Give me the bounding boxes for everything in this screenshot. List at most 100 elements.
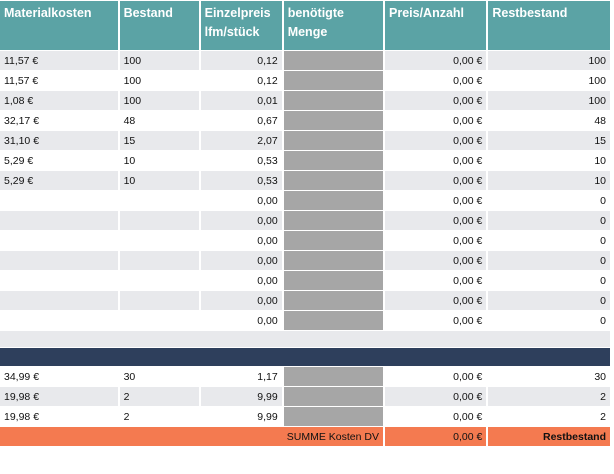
cell-einzelpreis[interactable]: 0,00 <box>200 271 282 290</box>
cell-einzelpreis[interactable]: 0,00 <box>200 291 282 310</box>
header-benoetigte-menge[interactable]: benötigte Menge <box>283 1 383 50</box>
cell-restbestand[interactable]: 2 <box>488 407 610 426</box>
cell-restbestand[interactable]: 15 <box>488 131 610 150</box>
cell-benoetigte-menge[interactable] <box>283 131 383 150</box>
cell-restbestand[interactable]: 2 <box>488 387 610 406</box>
cell-einzelpreis[interactable]: 0,00 <box>200 231 282 250</box>
cell-materialkosten[interactable]: 34,99 € <box>0 367 118 386</box>
cell-materialkosten[interactable]: 32,17 € <box>0 111 118 130</box>
cell-bestand[interactable]: 10 <box>119 151 199 170</box>
cell-bestand[interactable]: 100 <box>119 91 199 110</box>
cell-preis-anzahl[interactable]: 0,00 € <box>385 191 487 210</box>
cell-restbestand[interactable]: 100 <box>488 71 610 90</box>
cell-einzelpreis[interactable]: 9,99 <box>200 407 282 426</box>
cell-materialkosten[interactable] <box>0 231 118 250</box>
cell-benoetigte-menge[interactable] <box>283 211 383 230</box>
cell-restbestand[interactable]: 0 <box>488 191 610 210</box>
cell-preis-anzahl[interactable]: 0,00 € <box>385 271 487 290</box>
cell-einzelpreis[interactable]: 0,53 <box>200 171 282 190</box>
cell-materialkosten[interactable] <box>0 251 118 270</box>
total-label[interactable]: SUMME Kosten DV <box>0 427 383 446</box>
cell-einzelpreis[interactable]: 0,12 <box>200 51 282 70</box>
cell-bestand[interactable]: 100 <box>119 71 199 90</box>
cell-bestand[interactable]: 10 <box>119 171 199 190</box>
cell-bestand[interactable] <box>119 191 199 210</box>
cell-benoetigte-menge[interactable] <box>283 151 383 170</box>
cell-einzelpreis[interactable]: 1,17 <box>200 367 282 386</box>
cell-materialkosten[interactable]: 19,98 € <box>0 407 118 426</box>
cell-benoetigte-menge[interactable] <box>283 171 383 190</box>
cell-preis-anzahl[interactable]: 0,00 € <box>385 51 487 70</box>
cell-benoetigte-menge[interactable] <box>283 251 383 270</box>
cell-bestand[interactable]: 15 <box>119 131 199 150</box>
cell-benoetigte-menge[interactable] <box>283 367 383 386</box>
header-einzelpreis[interactable]: Einzelpreis lfm/stück <box>200 1 282 50</box>
cell-benoetigte-menge[interactable] <box>283 407 383 426</box>
header-preis-anzahl[interactable]: Preis/Anzahl <box>385 1 487 50</box>
cell-preis-anzahl[interactable]: 0,00 € <box>385 367 487 386</box>
cell-bestand[interactable]: 48 <box>119 111 199 130</box>
cell-einzelpreis[interactable]: 0,00 <box>200 251 282 270</box>
cell-preis-anzahl[interactable]: 0,00 € <box>385 111 487 130</box>
cell-restbestand[interactable]: 30 <box>488 367 610 386</box>
cell-preis-anzahl[interactable]: 0,00 € <box>385 211 487 230</box>
cell-preis-anzahl[interactable]: 0,00 € <box>385 311 487 330</box>
cell-preis-anzahl[interactable]: 0,00 € <box>385 387 487 406</box>
cell-einzelpreis[interactable]: 0,00 <box>200 191 282 210</box>
cell-materialkosten[interactable] <box>0 311 118 330</box>
spacer-cell[interactable] <box>0 331 610 347</box>
cell-preis-anzahl[interactable]: 0,00 € <box>385 407 487 426</box>
cell-bestand[interactable]: 2 <box>119 387 199 406</box>
cell-preis-anzahl[interactable]: 0,00 € <box>385 291 487 310</box>
cell-bestand[interactable]: 2 <box>119 407 199 426</box>
total-restbestand-label[interactable]: Restbestand <box>488 427 610 446</box>
cell-einzelpreis[interactable]: 0,00 <box>200 311 282 330</box>
cell-restbestand[interactable]: 10 <box>488 171 610 190</box>
total-value[interactable]: 0,00 € <box>385 427 487 446</box>
cell-einzelpreis[interactable]: 9,99 <box>200 387 282 406</box>
cell-restbestand[interactable]: 0 <box>488 311 610 330</box>
cell-restbestand[interactable]: 10 <box>488 151 610 170</box>
cell-materialkosten[interactable]: 19,98 € <box>0 387 118 406</box>
cell-benoetigte-menge[interactable] <box>283 191 383 210</box>
cell-materialkosten[interactable]: 1,08 € <box>0 91 118 110</box>
header-bestand[interactable]: Bestand <box>119 1 199 50</box>
cell-restbestand[interactable]: 0 <box>488 291 610 310</box>
cell-restbestand[interactable]: 0 <box>488 211 610 230</box>
cell-restbestand[interactable]: 0 <box>488 251 610 270</box>
cell-preis-anzahl[interactable]: 0,00 € <box>385 231 487 250</box>
cell-bestand[interactable]: 100 <box>119 51 199 70</box>
cell-preis-anzahl[interactable]: 0,00 € <box>385 151 487 170</box>
cell-bestand[interactable] <box>119 211 199 230</box>
cell-einzelpreis[interactable]: 0,00 <box>200 211 282 230</box>
cell-benoetigte-menge[interactable] <box>283 71 383 90</box>
cell-benoetigte-menge[interactable] <box>283 231 383 250</box>
cell-einzelpreis[interactable]: 0,01 <box>200 91 282 110</box>
cell-restbestand[interactable]: 48 <box>488 111 610 130</box>
cell-materialkosten[interactable] <box>0 211 118 230</box>
cell-benoetigte-menge[interactable] <box>283 51 383 70</box>
cell-benoetigte-menge[interactable] <box>283 291 383 310</box>
header-materialkosten[interactable]: Materialkosten <box>0 1 118 50</box>
cell-materialkosten[interactable] <box>0 191 118 210</box>
cell-materialkosten[interactable]: 5,29 € <box>0 171 118 190</box>
cell-materialkosten[interactable]: 31,10 € <box>0 131 118 150</box>
cell-preis-anzahl[interactable]: 0,00 € <box>385 251 487 270</box>
cell-bestand[interactable] <box>119 291 199 310</box>
cell-materialkosten[interactable]: 11,57 € <box>0 51 118 70</box>
cell-einzelpreis[interactable]: 0,53 <box>200 151 282 170</box>
cell-benoetigte-menge[interactable] <box>283 111 383 130</box>
divider-cell[interactable] <box>0 348 610 366</box>
cell-einzelpreis[interactable]: 0,12 <box>200 71 282 90</box>
cell-benoetigte-menge[interactable] <box>283 387 383 406</box>
cell-restbestand[interactable]: 0 <box>488 231 610 250</box>
cell-benoetigte-menge[interactable] <box>283 271 383 290</box>
cell-restbestand[interactable]: 100 <box>488 91 610 110</box>
cell-einzelpreis[interactable]: 0,67 <box>200 111 282 130</box>
cell-bestand[interactable] <box>119 271 199 290</box>
cell-bestand[interactable] <box>119 231 199 250</box>
cell-benoetigte-menge[interactable] <box>283 91 383 110</box>
cell-preis-anzahl[interactable]: 0,00 € <box>385 91 487 110</box>
cell-einzelpreis[interactable]: 2,07 <box>200 131 282 150</box>
cell-restbestand[interactable]: 100 <box>488 51 610 70</box>
